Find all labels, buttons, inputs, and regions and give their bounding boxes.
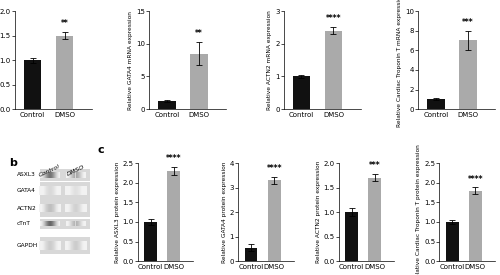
Bar [346,212,358,261]
Bar [190,54,208,109]
Bar [56,35,74,109]
Text: GATA4: GATA4 [16,188,36,193]
Text: ****: **** [166,154,182,163]
Text: Control: Control [38,164,62,178]
Text: cTnT: cTnT [16,221,30,226]
Y-axis label: Relative Cardiac Troponin T protein expression: Relative Cardiac Troponin T protein expr… [416,144,421,275]
Bar [324,31,342,109]
Text: DMSO: DMSO [66,164,86,177]
Text: ****: **** [266,164,282,173]
Bar [459,40,476,109]
Text: **: ** [195,29,203,38]
Bar [24,60,42,109]
Bar [244,248,258,261]
Bar [469,191,482,261]
Y-axis label: Relative GATA4 mRNA expression: Relative GATA4 mRNA expression [128,11,134,109]
Bar [268,180,280,261]
Bar [40,182,90,199]
Bar [40,219,90,229]
Y-axis label: Relative GATA4 protein expression: Relative GATA4 protein expression [222,161,227,263]
Y-axis label: Relative ASXL3 protein expression: Relative ASXL3 protein expression [114,161,119,263]
Bar [427,99,444,109]
Text: c: c [98,145,104,155]
Text: ASXL3: ASXL3 [16,172,36,177]
Y-axis label: Relative ACTN2 mRNA expression: Relative ACTN2 mRNA expression [268,10,272,110]
Text: ***: *** [462,18,473,27]
Bar [168,171,180,261]
Text: ***: *** [369,161,380,170]
Text: **: ** [60,19,68,28]
Y-axis label: Relative ACTN2 protein expression: Relative ACTN2 protein expression [316,161,320,263]
Bar [40,169,90,181]
Y-axis label: Relative Cardiac Troponin T mRNA expression: Relative Cardiac Troponin T mRNA express… [398,0,402,127]
Bar [144,222,157,261]
Text: GAPDH: GAPDH [16,243,38,248]
Text: b: b [9,158,16,168]
Bar [292,76,310,109]
Bar [158,101,176,109]
Bar [40,199,90,217]
Text: ****: **** [326,14,341,23]
Bar [446,222,458,261]
Bar [368,178,381,261]
Text: ****: **** [468,175,483,183]
Bar [40,237,90,254]
Text: ACTN2: ACTN2 [16,206,36,211]
